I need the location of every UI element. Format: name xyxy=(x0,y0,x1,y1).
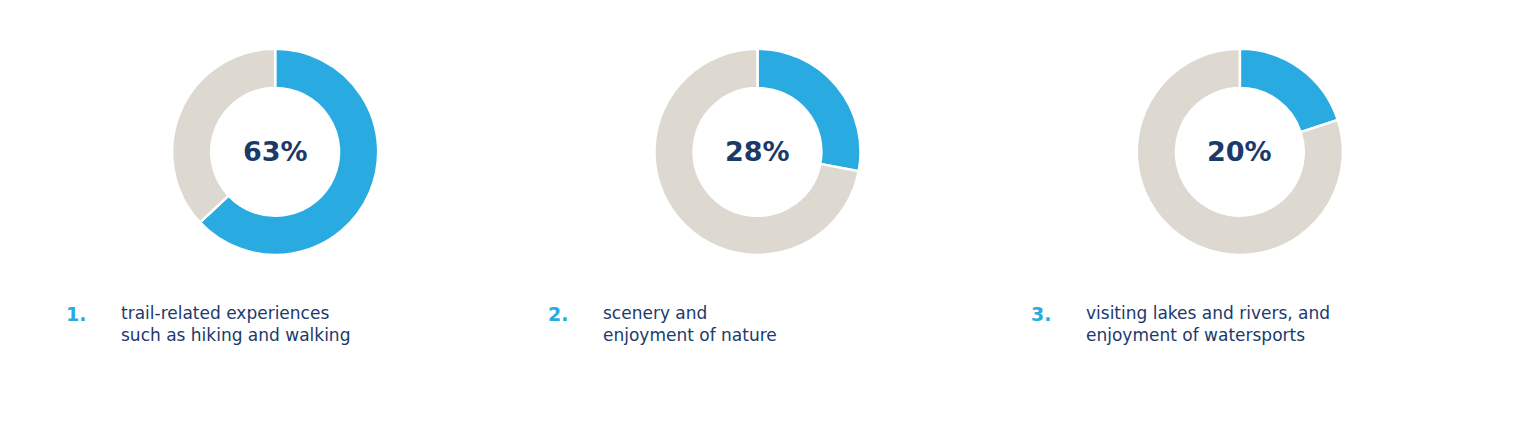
svg-text:trail-related experiencessuch: trail-related experiencessuch as hiking … xyxy=(121,303,350,345)
svg-text:visiting lakes and rivers, and: visiting lakes and rivers, andenjoyment … xyxy=(1086,303,1330,345)
svg-text:20%: 20% xyxy=(1207,136,1272,167)
svg-text:63%: 63% xyxy=(243,136,308,167)
svg-text:scenery andenjoyment of nature: scenery andenjoyment of nature xyxy=(603,303,777,345)
svg-text:1.: 1. xyxy=(66,303,86,325)
svg-text:3.: 3. xyxy=(1031,303,1051,325)
svg-text:28%: 28% xyxy=(725,136,790,167)
svg-text:2.: 2. xyxy=(548,303,568,325)
